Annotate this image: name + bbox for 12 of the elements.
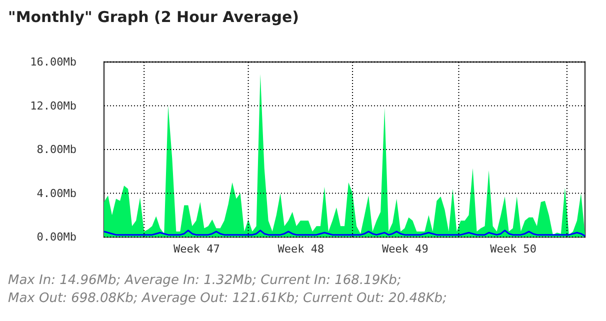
y-tick-label: 8.00Mb	[36, 143, 76, 156]
y-tick-label: 12.00Mb	[30, 99, 76, 112]
x-tick-label: Week 48	[278, 242, 324, 256]
text: Max In: 14.96Mb; Average In: 1.32Mb; Current In: 168.19Kb;	[8, 272, 402, 290]
y-tick-label: 4.00Mb	[36, 186, 76, 200]
x-tick-label: Week 49	[382, 242, 428, 256]
x-tick-label: Week 50	[490, 242, 537, 256]
text: Max Out: 698.08Kb; Average Out: 121.61Kb; Current Out: 20.48Kb;	[8, 290, 447, 308]
y-tick-label: 0.00Mb	[36, 230, 76, 244]
chart-title: "Monthly" Graph (2 Hour Average)	[8, 8, 299, 26]
y-tick-label: 16.00Mb	[30, 56, 76, 68]
x-tick-label: Week 47	[174, 242, 220, 256]
